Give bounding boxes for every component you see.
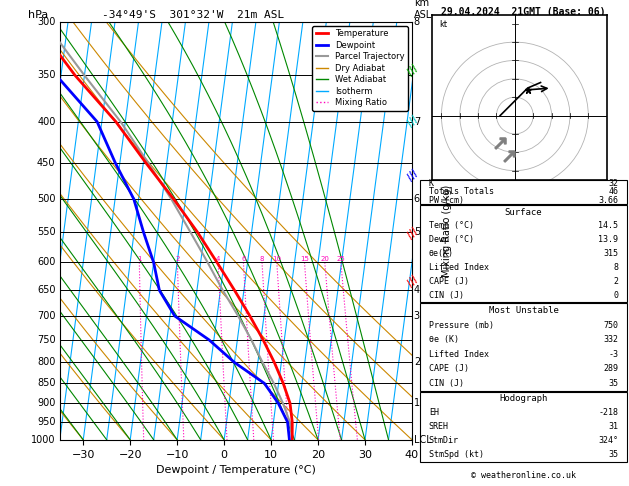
- Text: km
ASL: km ASL: [414, 0, 432, 20]
- X-axis label: Dewpoint / Temperature (°C): Dewpoint / Temperature (°C): [156, 465, 316, 475]
- Text: 14.5: 14.5: [598, 222, 618, 230]
- Text: 1000: 1000: [31, 435, 55, 445]
- Bar: [420, 180, 627, 204]
- Text: θe(K): θe(K): [429, 249, 454, 258]
- Text: 25: 25: [337, 257, 345, 262]
- Text: 7: 7: [414, 117, 420, 127]
- Text: EH: EH: [429, 408, 439, 417]
- Text: 900: 900: [37, 398, 55, 408]
- Text: Most Unstable: Most Unstable: [489, 306, 559, 315]
- Text: Temp (°C): Temp (°C): [429, 222, 474, 230]
- Text: ///: ///: [406, 168, 421, 182]
- Text: 1: 1: [414, 398, 420, 408]
- Text: Totals Totals: Totals Totals: [429, 188, 494, 196]
- Text: 2: 2: [613, 277, 618, 286]
- Text: 3.66: 3.66: [598, 195, 618, 205]
- Text: Pressure (mb): Pressure (mb): [429, 321, 494, 330]
- Text: 6: 6: [241, 257, 246, 262]
- Text: 700: 700: [37, 311, 55, 321]
- Text: 450: 450: [37, 157, 55, 168]
- Text: LCL: LCL: [414, 435, 431, 445]
- Text: CIN (J): CIN (J): [429, 379, 464, 388]
- Text: 800: 800: [37, 357, 55, 367]
- Text: 500: 500: [37, 194, 55, 204]
- Text: 600: 600: [37, 258, 55, 267]
- Text: Mixing Ratio (g/kg): Mixing Ratio (g/kg): [442, 185, 452, 277]
- Text: StmSpd (kt): StmSpd (kt): [429, 450, 484, 459]
- Text: 315: 315: [603, 249, 618, 258]
- Legend: Temperature, Dewpoint, Parcel Trajectory, Dry Adiabat, Wet Adiabat, Isotherm, Mi: Temperature, Dewpoint, Parcel Trajectory…: [313, 26, 408, 111]
- Text: Dewp (°C): Dewp (°C): [429, 235, 474, 244]
- Text: 324°: 324°: [598, 436, 618, 445]
- Text: 8: 8: [260, 257, 264, 262]
- Text: 32: 32: [608, 179, 618, 189]
- Text: -218: -218: [598, 408, 618, 417]
- Text: ///: ///: [406, 63, 421, 78]
- Text: 289: 289: [603, 364, 618, 373]
- Text: 300: 300: [37, 17, 55, 27]
- Text: © weatheronline.co.uk: © weatheronline.co.uk: [471, 471, 576, 480]
- Bar: [420, 303, 627, 391]
- Text: 4: 4: [414, 285, 420, 295]
- Text: CAPE (J): CAPE (J): [429, 364, 469, 373]
- Text: 2: 2: [414, 357, 420, 367]
- Text: Surface: Surface: [505, 208, 542, 217]
- Bar: [420, 205, 627, 302]
- Text: 650: 650: [37, 285, 55, 295]
- Text: 35: 35: [608, 379, 618, 388]
- Text: 6: 6: [414, 194, 420, 204]
- Text: 10: 10: [272, 257, 281, 262]
- Text: 0: 0: [613, 291, 618, 300]
- Text: 8: 8: [414, 17, 420, 27]
- Text: 35: 35: [608, 450, 618, 459]
- Text: -3: -3: [608, 350, 618, 359]
- Text: 15: 15: [300, 257, 309, 262]
- Text: 3: 3: [414, 311, 420, 321]
- Text: CAPE (J): CAPE (J): [429, 277, 469, 286]
- Text: 1: 1: [137, 257, 142, 262]
- Text: K: K: [429, 179, 434, 189]
- Text: kt: kt: [439, 19, 447, 29]
- Text: 750: 750: [37, 335, 55, 345]
- Text: 850: 850: [37, 379, 55, 388]
- Text: ///: ///: [406, 226, 421, 241]
- Text: 950: 950: [37, 417, 55, 427]
- Text: hPa: hPa: [28, 10, 48, 20]
- Text: PW (cm): PW (cm): [429, 195, 464, 205]
- Text: 31: 31: [608, 422, 618, 431]
- Text: 4: 4: [216, 257, 220, 262]
- Bar: [420, 392, 627, 462]
- Text: 5: 5: [414, 227, 420, 237]
- Text: -34°49'S  301°32'W  21m ASL: -34°49'S 301°32'W 21m ASL: [102, 10, 284, 20]
- Text: Lifted Index: Lifted Index: [429, 263, 489, 272]
- Text: Lifted Index: Lifted Index: [429, 350, 489, 359]
- Text: 332: 332: [603, 335, 618, 344]
- Text: 400: 400: [37, 117, 55, 127]
- Text: 29.04.2024  21GMT (Base: 06): 29.04.2024 21GMT (Base: 06): [442, 7, 606, 17]
- Text: 20: 20: [320, 257, 329, 262]
- Text: θe (K): θe (K): [429, 335, 459, 344]
- Text: 8: 8: [613, 263, 618, 272]
- Text: CIN (J): CIN (J): [429, 291, 464, 300]
- Text: 350: 350: [37, 70, 55, 80]
- Text: 46: 46: [608, 188, 618, 196]
- Text: SREH: SREH: [429, 422, 449, 431]
- Text: 13.9: 13.9: [598, 235, 618, 244]
- Text: ///: ///: [406, 114, 421, 129]
- Text: 750: 750: [603, 321, 618, 330]
- Text: StmDir: StmDir: [429, 436, 459, 445]
- Text: ///: ///: [406, 275, 421, 289]
- Text: 550: 550: [37, 227, 55, 237]
- Text: Hodograph: Hodograph: [499, 394, 548, 403]
- Text: 2: 2: [175, 257, 179, 262]
